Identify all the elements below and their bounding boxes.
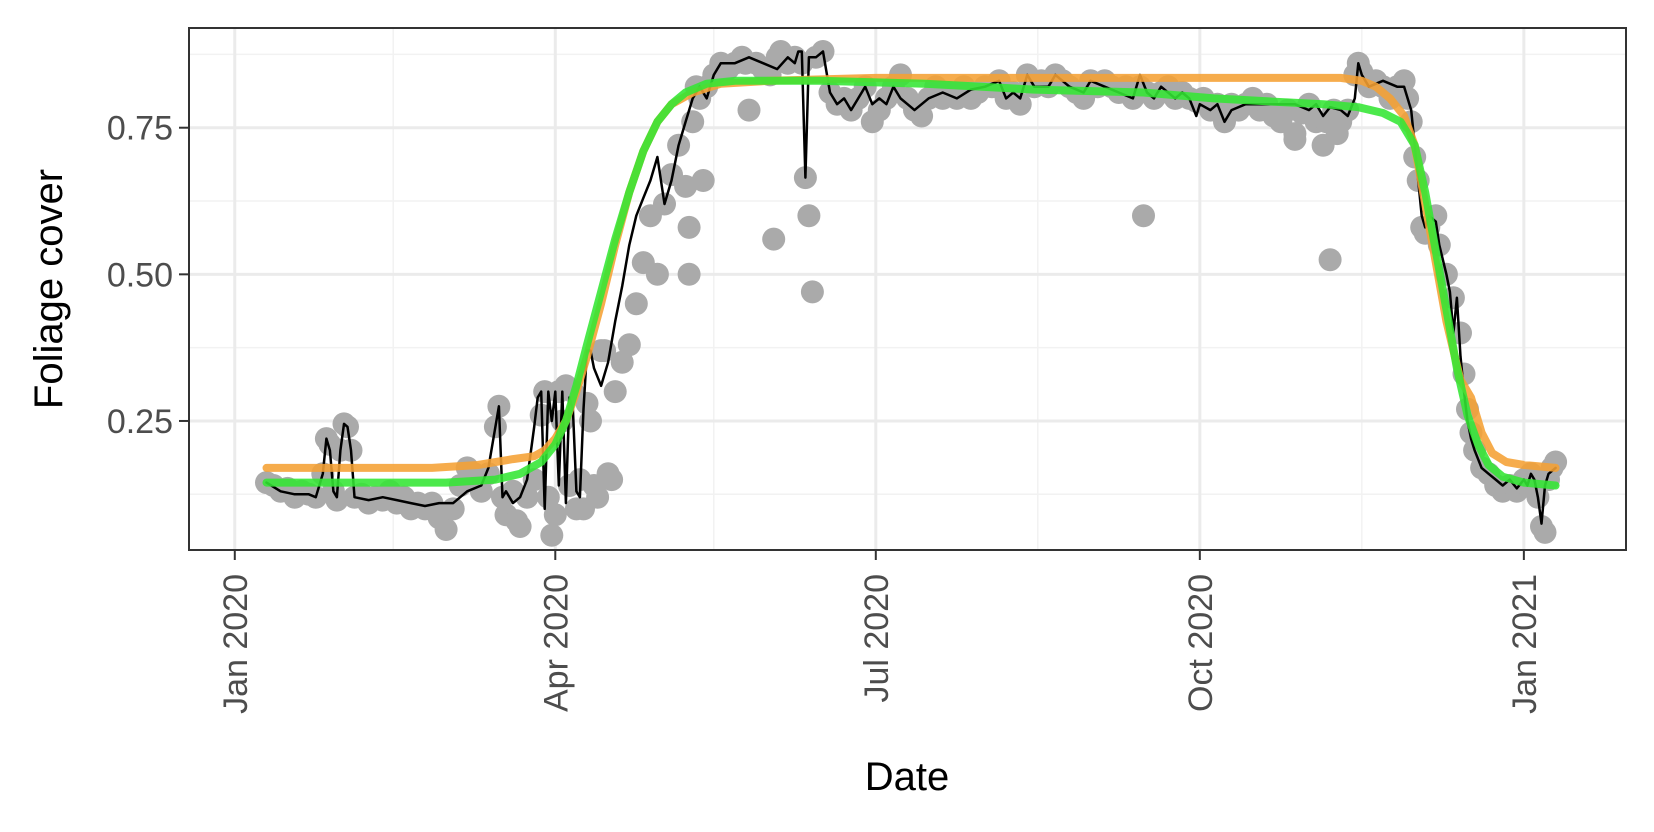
axis-ticks bbox=[179, 126, 1525, 560]
observed-point bbox=[645, 262, 669, 286]
y-tick-labels: 0.25 0.50 0.75 bbox=[107, 110, 173, 441]
observed-point bbox=[1008, 92, 1032, 116]
observed-point bbox=[434, 518, 458, 541]
x-tick-label: Jan 2021 bbox=[1506, 574, 1544, 714]
x-tick-label: Jul 2020 bbox=[858, 574, 896, 703]
observed-point bbox=[737, 98, 761, 122]
x-tick-label: Apr 2020 bbox=[537, 574, 575, 712]
series-lines bbox=[262, 50, 1560, 525]
x-tick-labels: Jan 2020 Apr 2020 Jul 2020 Oct 2020 Jan 2021 bbox=[217, 574, 1544, 714]
observed-point bbox=[469, 479, 493, 503]
observed-point bbox=[600, 468, 624, 492]
observed-point bbox=[543, 503, 567, 527]
green-fit-line bbox=[262, 76, 1560, 490]
x-tick-label: Jan 2020 bbox=[217, 574, 255, 714]
observed-point bbox=[677, 215, 701, 239]
y-axis-title: Foliage cover bbox=[27, 169, 71, 409]
observed-point bbox=[797, 204, 821, 228]
major-gridlines bbox=[189, 28, 1626, 550]
observed-point bbox=[1318, 248, 1342, 272]
observed-point bbox=[677, 262, 701, 286]
observed-point bbox=[575, 391, 599, 415]
observed-point bbox=[603, 380, 627, 404]
observed-point bbox=[325, 488, 349, 512]
observed-point bbox=[1132, 204, 1155, 228]
minor-gridlines bbox=[189, 28, 1626, 550]
observed-point bbox=[1283, 122, 1307, 146]
observed-point bbox=[540, 523, 564, 547]
observed-point bbox=[617, 333, 641, 357]
y-tick-label: 0.25 bbox=[107, 403, 173, 441]
observed-point bbox=[441, 497, 465, 521]
y-tick-label: 0.75 bbox=[107, 110, 173, 148]
observed-point bbox=[1325, 122, 1349, 146]
observed-point bbox=[674, 174, 698, 198]
x-axis-title: Date bbox=[865, 755, 950, 799]
observed-point bbox=[762, 227, 786, 251]
observed-point bbox=[586, 485, 610, 509]
x-tick-label: Oct 2020 bbox=[1182, 574, 1220, 712]
y-tick-label: 0.50 bbox=[107, 256, 173, 294]
observed-point bbox=[624, 292, 648, 316]
plot-border bbox=[188, 27, 1627, 551]
data-marks bbox=[255, 40, 1568, 547]
observed-point bbox=[508, 515, 532, 538]
observed-point bbox=[579, 409, 602, 433]
observed-point bbox=[1533, 520, 1557, 544]
observed-point bbox=[536, 485, 560, 509]
observed-point bbox=[691, 169, 715, 192]
observed-point bbox=[610, 350, 634, 374]
observed-point bbox=[800, 280, 824, 304]
